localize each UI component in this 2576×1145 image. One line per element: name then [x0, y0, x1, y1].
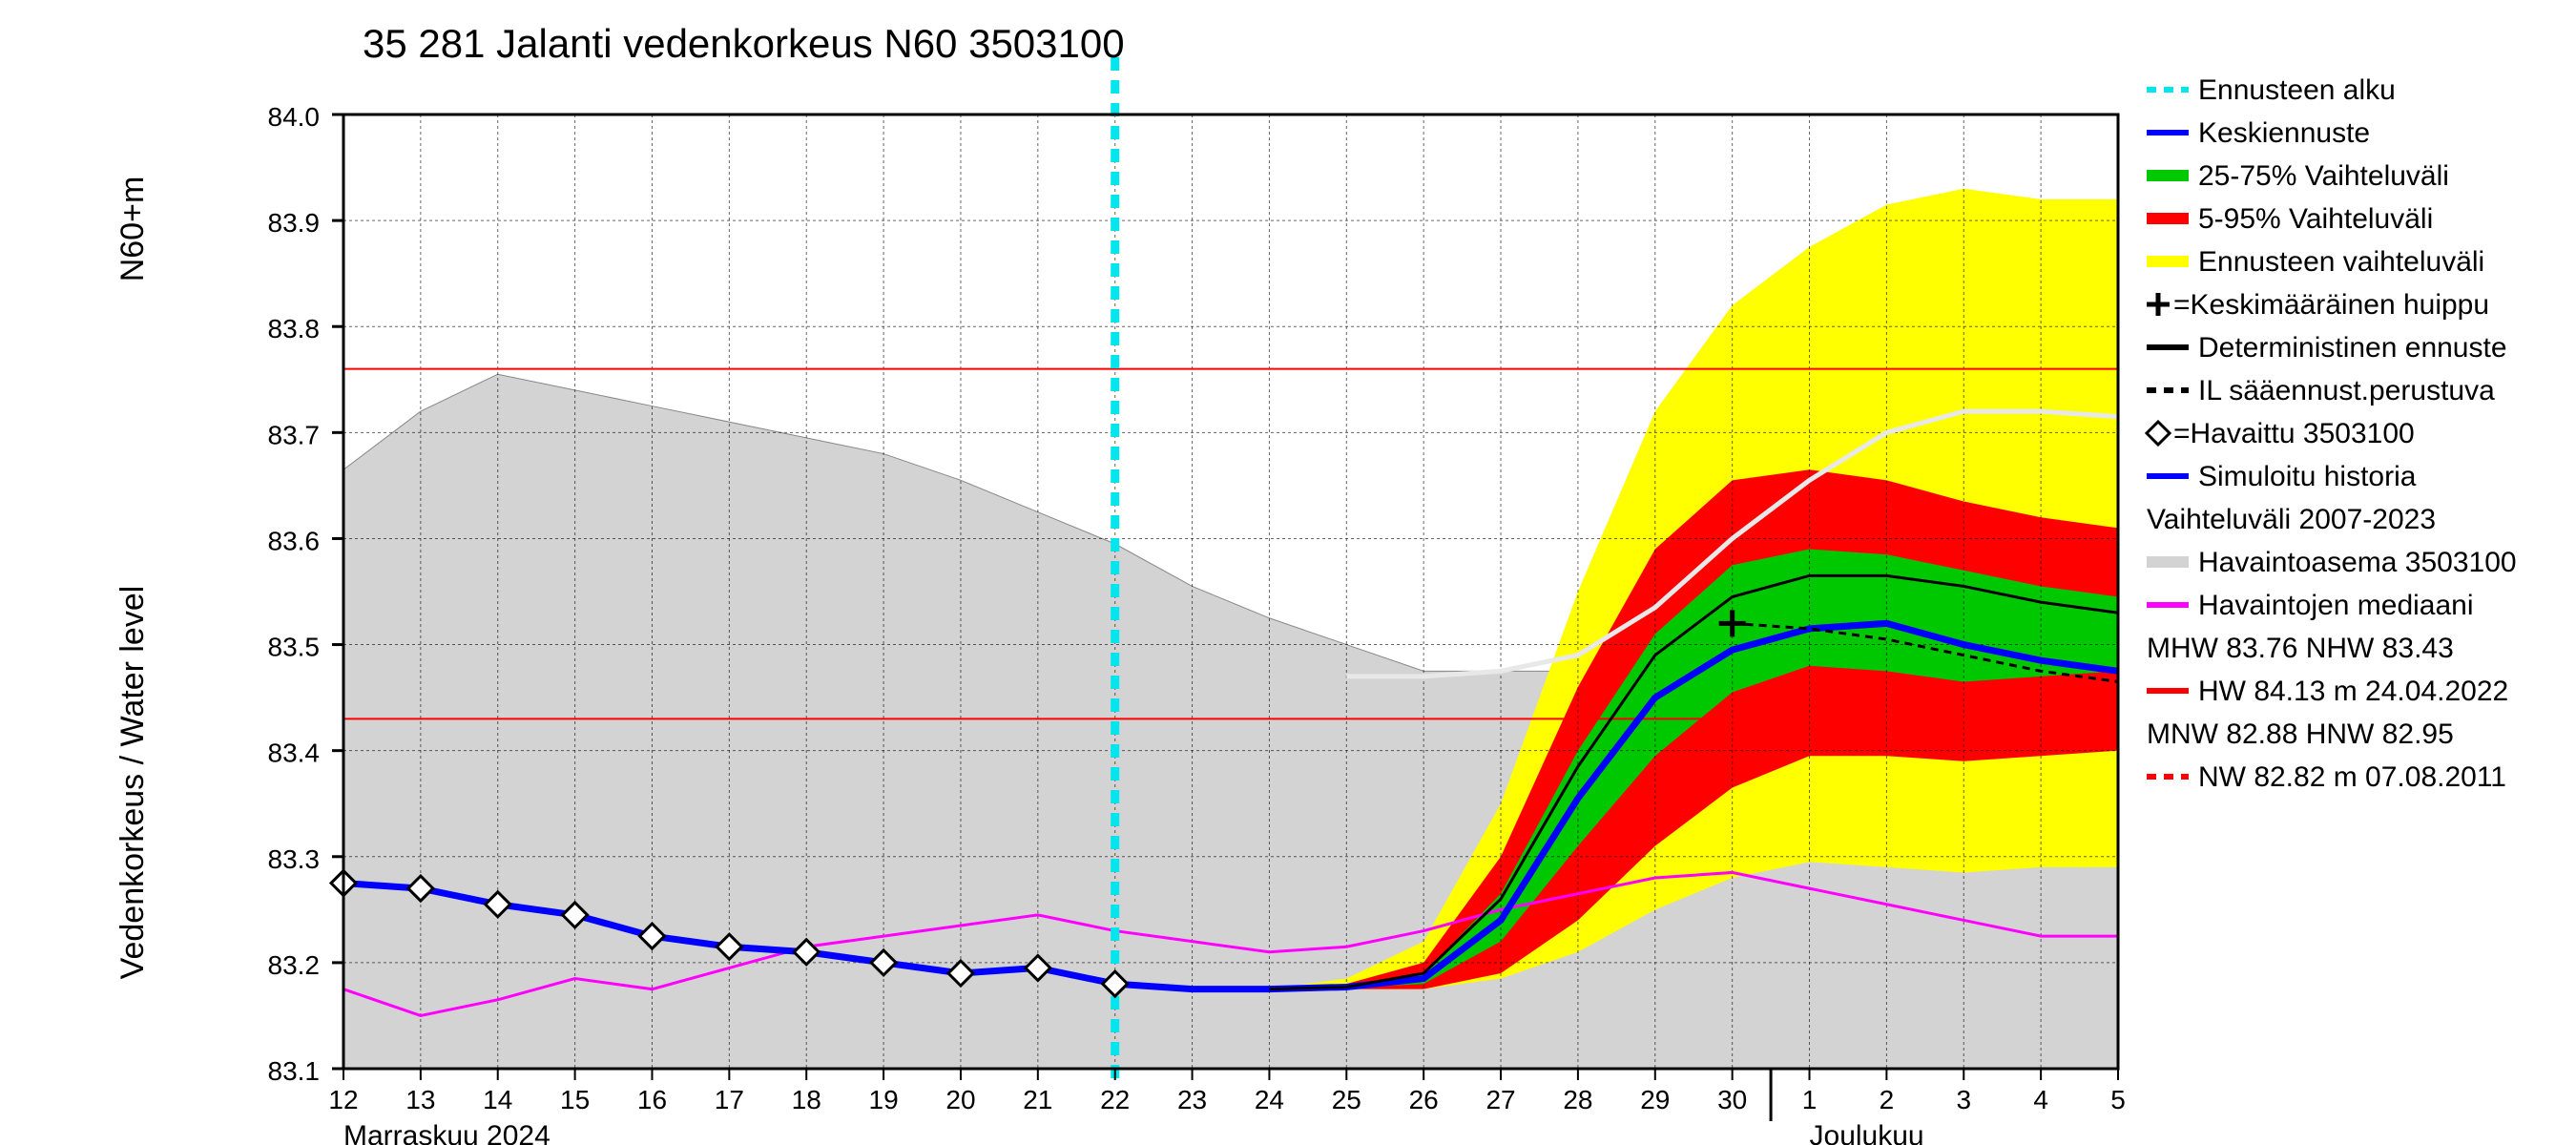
legend-label: 25-75% Vaihteluväli: [2198, 160, 2449, 192]
x-tick-label: 18: [792, 1085, 821, 1114]
x-tick-label: 13: [405, 1085, 435, 1114]
legend-label: IL sääennust.perustuva: [2198, 375, 2495, 406]
legend-label: 5-95% Vaihteluväli: [2198, 203, 2433, 235]
chart-title: 35 281 Jalanti vedenkorkeus N60 3503100: [363, 21, 1125, 66]
x-tick-label: 24: [1255, 1085, 1284, 1114]
y-tick-label: 83.2: [268, 950, 321, 980]
legend-label: MHW 83.76 NHW 83.43: [2147, 633, 2454, 664]
x-tick-label: 12: [328, 1085, 358, 1114]
y-axis-label-secondary: N60+m: [114, 177, 151, 282]
y-tick-label: 84.0: [268, 102, 321, 132]
chart-svg: 83.1 83.2 83.3 83.4 83.5 83.6 83.7 83.8 83.9 84.0…: [0, 0, 2576, 1145]
x-tick-label: 3: [1956, 1085, 1971, 1114]
legend-label: Keskiennuste: [2198, 117, 2370, 149]
x-tick-label: 19: [869, 1085, 899, 1114]
legend-label: Simuloitu historia: [2198, 461, 2417, 492]
x-tick-label: 28: [1563, 1085, 1592, 1114]
y-tick-label: 83.9: [268, 208, 321, 238]
legend-swatch: [2147, 256, 2189, 267]
legend-label: Havaintoasema 3503100: [2198, 547, 2517, 578]
x-tick-label: 14: [483, 1085, 512, 1114]
legend-label: Ennusteen alku: [2198, 74, 2396, 106]
y-axis-label-primary: Vedenkorkeus / Water level: [114, 586, 151, 980]
x-tick-label: 30: [1717, 1085, 1747, 1114]
x-tick-label: 26: [1409, 1085, 1439, 1114]
x-tick-label: 27: [1485, 1085, 1515, 1114]
legend-label: Deterministinen ennuste: [2198, 332, 2507, 364]
x-tick-label: 22: [1100, 1085, 1130, 1114]
month-label-fi: Joulukuu: [1810, 1120, 1924, 1145]
y-tick-label: 83.8: [268, 314, 321, 344]
legend-swatch: [2147, 170, 2189, 181]
x-tick-label: 15: [560, 1085, 590, 1114]
legend-label: Vaihteluväli 2007-2023: [2147, 504, 2436, 535]
legend-label: =Havaittu 3503100: [2173, 418, 2415, 449]
x-tick-label: 23: [1177, 1085, 1207, 1114]
x-tick-label: 5: [2110, 1085, 2126, 1114]
y-tick-label: 83.6: [268, 526, 321, 555]
x-tick-label: 2: [1880, 1085, 1895, 1114]
legend-swatch: [2147, 556, 2189, 568]
x-tick-label: 20: [945, 1085, 975, 1114]
x-tick-label: 21: [1023, 1085, 1052, 1114]
y-tick-label: 83.5: [268, 633, 321, 662]
legend-label: Havaintojen mediaani: [2198, 590, 2474, 621]
x-tick-label: 4: [2033, 1085, 2048, 1114]
legend-swatch: [2147, 213, 2189, 224]
x-tick-label: 29: [1640, 1085, 1670, 1114]
month-label-fi: Marraskuu 2024: [343, 1120, 551, 1145]
legend-label: NW 82.82 m 07.08.2011: [2198, 761, 2506, 793]
legend-label: =Keskimääräinen huippu: [2173, 289, 2489, 321]
x-tick-label: 1: [1802, 1085, 1818, 1114]
y-tick-label: 83.3: [268, 844, 321, 874]
x-tick-label: 16: [637, 1085, 667, 1114]
x-tick-label: 25: [1332, 1085, 1361, 1114]
y-tick-label: 83.4: [268, 739, 321, 768]
legend-swatch-diamond: [2147, 422, 2170, 445]
y-tick-label: 83.1: [268, 1056, 321, 1086]
legend-label: MNW 82.88 HNW 82.95: [2147, 718, 2454, 750]
legend-label: Ennusteen vaihteluväli: [2198, 246, 2484, 278]
y-tick-label: 83.7: [268, 420, 321, 449]
chart-container: 83.1 83.2 83.3 83.4 83.5 83.6 83.7 83.8 83.9 84.0…: [0, 0, 2576, 1145]
x-tick-label: 17: [715, 1085, 744, 1114]
legend-label: HW 84.13 m 24.04.2022: [2198, 676, 2508, 707]
